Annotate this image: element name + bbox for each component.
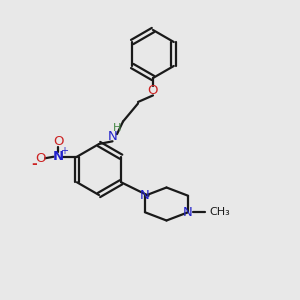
Text: H: H xyxy=(112,123,121,133)
Text: +: + xyxy=(60,146,68,156)
Text: N: N xyxy=(183,206,193,219)
Text: N: N xyxy=(108,130,117,143)
Text: CH₃: CH₃ xyxy=(210,207,230,217)
Text: -: - xyxy=(31,157,37,171)
Text: N: N xyxy=(53,150,64,163)
Text: N: N xyxy=(140,189,150,202)
Text: O: O xyxy=(53,135,64,148)
Text: O: O xyxy=(148,84,158,97)
Text: O: O xyxy=(35,152,46,165)
